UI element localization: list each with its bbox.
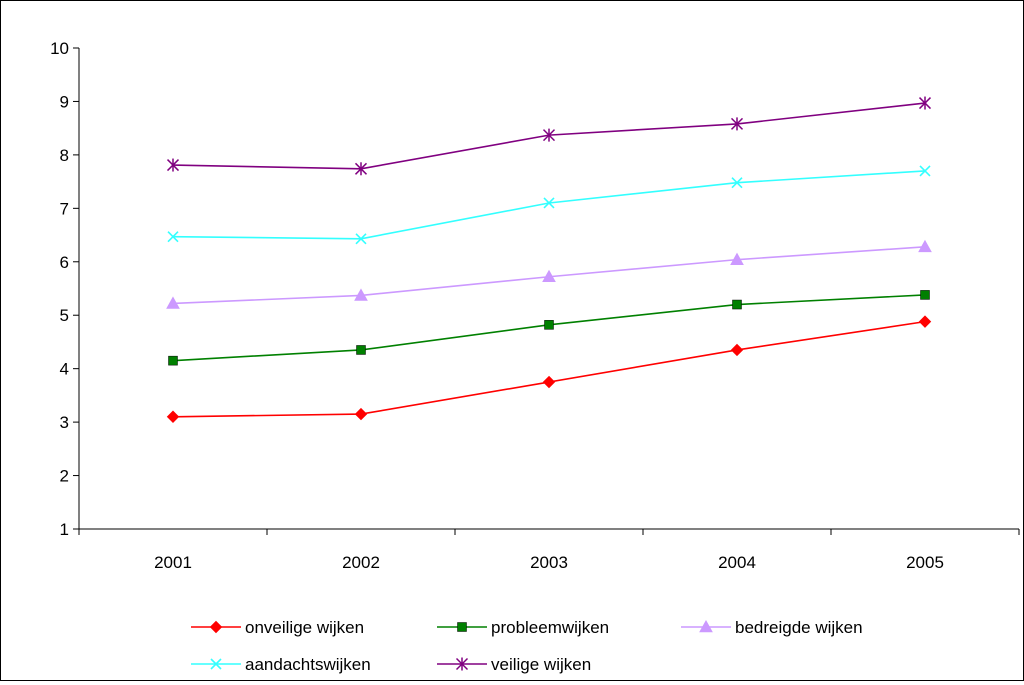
- data-point: [354, 288, 368, 301]
- data-point: [354, 407, 368, 421]
- legend-item: probleemwijken: [437, 618, 609, 637]
- legend: onveilige wijken probleemwijken bedreigde …: [191, 618, 863, 674]
- axes: 1 2 3 4 5 6 7 8 9 10 2001 2002 2003 2004 2005: [50, 39, 1020, 572]
- data-point: [920, 290, 930, 300]
- y-tick-label: 6: [60, 253, 69, 272]
- data-point: [167, 231, 179, 243]
- data-point: [730, 252, 744, 265]
- x-tick-label: 2003: [530, 553, 568, 572]
- y-tick-label: 10: [50, 39, 69, 58]
- legend-item: veilige wijken: [437, 655, 591, 674]
- legend-item: onveilige wijken: [191, 618, 364, 637]
- y-tick-label: 1: [60, 520, 69, 539]
- data-point: [166, 158, 180, 172]
- series-1: [168, 290, 930, 366]
- series-line: [172, 170, 926, 240]
- data-point: [918, 239, 932, 253]
- data-point: [166, 410, 180, 423]
- data-point: [544, 320, 554, 330]
- data-point: [731, 177, 743, 189]
- x-tick-label: 2002: [342, 553, 380, 572]
- data-point: [354, 162, 368, 176]
- data-point: [542, 128, 556, 142]
- data-point: [543, 197, 555, 209]
- data-point: [542, 375, 556, 389]
- y-tick-label: 5: [60, 306, 69, 325]
- series-0: [166, 315, 932, 423]
- data-point: [918, 96, 932, 110]
- legend-label: veilige wijken: [491, 655, 591, 674]
- legend-marker: [210, 658, 222, 670]
- series-layer: [166, 96, 932, 423]
- legend-marker: [457, 622, 467, 632]
- legend-marker: [209, 620, 223, 634]
- y-tick-label: 3: [60, 413, 69, 432]
- legend-marker: [699, 619, 713, 633]
- data-point: [542, 269, 556, 283]
- x-tick-label: 2001: [154, 553, 192, 572]
- legend-label: bedreigde wijken: [735, 618, 863, 637]
- data-point: [168, 355, 178, 366]
- x-tick-label: 2004: [718, 553, 756, 572]
- y-tick-label: 7: [60, 199, 69, 218]
- legend-label: onveilige wijken: [245, 618, 364, 637]
- series-line: [172, 320, 926, 418]
- series-4: [166, 96, 932, 176]
- data-point: [732, 299, 742, 310]
- y-tick-label: 4: [60, 360, 69, 379]
- legend-label: probleemwijken: [491, 618, 609, 637]
- y-tick-label: 2: [60, 467, 69, 486]
- series-3: [167, 165, 931, 245]
- data-point: [730, 343, 744, 357]
- data-point: [355, 233, 367, 245]
- x-tick-label: 2005: [906, 553, 944, 572]
- legend-item: aandachtswijken: [191, 655, 371, 674]
- data-point: [166, 296, 180, 309]
- series-2: [166, 239, 932, 309]
- legend-marker: [455, 657, 469, 671]
- legend-label: aandachtswijken: [245, 655, 371, 674]
- legend-item: bedreigde wijken: [681, 618, 863, 637]
- y-tick-label: 8: [60, 146, 69, 165]
- data-point: [919, 165, 931, 177]
- data-point: [918, 315, 932, 328]
- data-point: [356, 345, 366, 355]
- y-tick-label: 9: [60, 92, 69, 111]
- data-point: [730, 117, 744, 131]
